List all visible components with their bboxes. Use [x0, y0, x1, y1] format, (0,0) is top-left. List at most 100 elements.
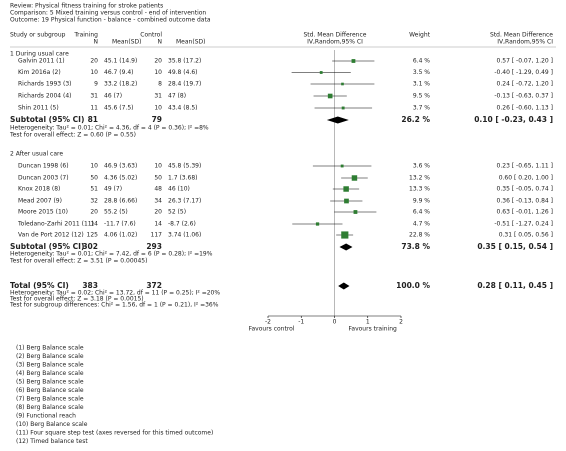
ci-text: 0.60 [ 0.20, 1.00 ]	[499, 175, 553, 182]
training-n: 11	[90, 105, 98, 112]
study-name: Mead 2007 (9)	[18, 198, 62, 205]
footnote: (1) Berg Balance scale	[16, 345, 84, 352]
footnote: (11) Four square step test (axes reverse…	[16, 430, 213, 437]
control-mean: 43.4 (8.5)	[168, 105, 198, 112]
study-square	[344, 198, 349, 204]
training-mean: 45.6 (7.5)	[104, 105, 134, 112]
training-mean: 46.9 (3.63)	[104, 163, 137, 170]
study-name: Shin 2011 (5)	[18, 105, 59, 112]
training-mean: -11.7 (7.6)	[104, 221, 136, 228]
ci-text: 0.63 [ -0.01, 1.26 ]	[497, 209, 553, 216]
footnote: (9) Functional reach	[16, 413, 76, 420]
study-square	[341, 231, 349, 239]
weight: 9.5 %	[413, 93, 430, 100]
study-name: Richards 2004 (4)	[18, 93, 72, 100]
favours-right: Favours training	[349, 326, 398, 333]
control-n: 31	[154, 93, 162, 100]
footnote: (6) Berg Balance scale	[16, 387, 84, 394]
control-n: 79	[152, 115, 162, 124]
study-name: Duncan 2003 (7)	[18, 175, 69, 182]
col-header: IV,Random,95% CI	[497, 39, 553, 46]
outcome: Outcome: 19 Physical function - balance …	[10, 17, 211, 24]
training-n: 20	[90, 58, 98, 65]
ci-text: 0.35 [ 0.15, 0.54 ]	[477, 242, 553, 251]
study-square	[351, 59, 356, 63]
weight: 22.8 %	[409, 232, 430, 239]
x-tick-label: 2	[399, 319, 403, 326]
col-header: N	[94, 39, 99, 46]
footnote: (5) Berg Balance scale	[16, 379, 84, 386]
study-square	[319, 71, 323, 74]
training-mean: 46.7 (9.4)	[104, 69, 134, 76]
ci-text: 0.57 [ -0.07, 1.20 ]	[497, 58, 553, 65]
weight: 3.7 %	[413, 105, 430, 112]
ci-text: 0.10 [ -0.23, 0.43 ]	[474, 115, 553, 124]
study-square	[343, 186, 349, 192]
control-mean: 45.8 (5.39)	[168, 163, 201, 170]
study-name: Galvin 2011 (1)	[18, 58, 65, 65]
control-n: 20	[154, 209, 162, 216]
control-n: 10	[154, 69, 162, 76]
ci-text: 0.26 [ -0.60, 1.13 ]	[497, 105, 553, 112]
study-name: Knox 2018 (8)	[18, 186, 60, 193]
training-mean: 4.06 (1.02)	[104, 232, 137, 239]
footnote: (2) Berg Balance scale	[16, 353, 84, 360]
weight: 9.9 %	[413, 198, 430, 205]
weight: 73.8 %	[401, 242, 430, 251]
control-n: 117	[151, 232, 163, 239]
ci-text: 0.35 [ -0.05, 0.74 ]	[497, 186, 553, 193]
heterogeneity: Heterogeneity: Tau² = 0.01; Chi² = 4.36,…	[10, 125, 209, 132]
x-tick-label: 0	[333, 319, 337, 326]
weight: 13.2 %	[409, 175, 430, 182]
col-header: IV,Random,95% CI	[307, 39, 363, 46]
training-n: 10	[90, 69, 98, 76]
ci-text: -0.13 [ -0.63, 0.37 ]	[494, 93, 553, 100]
training-n: 51	[90, 186, 98, 193]
study-square	[351, 175, 358, 181]
overall-effect: Test for overall effect: Z = 3.18 (P = 0…	[9, 296, 144, 303]
col-header: Std. Mean Difference	[490, 32, 553, 39]
control-n: 372	[146, 281, 162, 290]
study-square	[353, 210, 358, 214]
control-mean: 3.74 (1.06)	[168, 232, 201, 239]
control-mean: 1.7 (3.68)	[168, 175, 198, 182]
diamond	[326, 116, 349, 124]
ci-text: 0.23 [ -0.65, 1.11 ]	[497, 163, 553, 170]
control-n: 34	[154, 198, 162, 205]
study-name: Toledano-Zarhi 2011 (11)	[17, 221, 94, 228]
study-name: Duncan 1998 (6)	[18, 163, 69, 170]
training-mean: 45.1 (14.9)	[104, 58, 137, 65]
weight: 26.2 %	[401, 115, 430, 124]
subgroup-differences: Test for subgroup differences: Chi² = 1.…	[9, 302, 219, 309]
total-label: Total (95% CI)	[10, 281, 69, 290]
study-name: Kim 2016a (2)	[18, 69, 61, 76]
training-mean: 49 (7)	[104, 186, 122, 193]
footnote: (12) Timed balance test	[16, 438, 88, 445]
col-header: Std. Mean Difference	[304, 32, 367, 39]
training-mean: 4.36 (5.02)	[104, 175, 137, 182]
subtotal-label: Subtotal (95% CI)	[10, 242, 84, 251]
control-n: 14	[154, 221, 162, 228]
study-name: Van de Port 2012 (12)	[18, 232, 84, 239]
training-n: 10	[90, 163, 98, 170]
training-n: 81	[88, 115, 98, 124]
col-header: Weight	[409, 32, 431, 39]
x-tick-label: 1	[366, 319, 370, 326]
control-n: 10	[154, 163, 162, 170]
training-n: 20	[90, 209, 98, 216]
training-n: 31	[90, 93, 98, 100]
ci-text: 0.36 [ -0.13, 0.84 ]	[497, 198, 553, 205]
weight: 6.4 %	[413, 209, 430, 216]
training-n: 50	[90, 175, 98, 182]
training-mean: 28.8 (6.66)	[104, 198, 137, 205]
control-n: 50	[154, 175, 162, 182]
weight: 3.6 %	[413, 163, 430, 170]
footnote: (10) Berg Balance scale	[16, 421, 88, 428]
weight: 100.0 %	[396, 281, 430, 290]
weight: 4.7 %	[413, 221, 430, 228]
study-name: Moore 2015 (10)	[18, 209, 68, 216]
control-mean: -8.7 (2.6)	[168, 221, 196, 228]
control-mean: 52 (5)	[168, 209, 186, 216]
training-mean: 33.2 (18.2)	[104, 81, 137, 88]
